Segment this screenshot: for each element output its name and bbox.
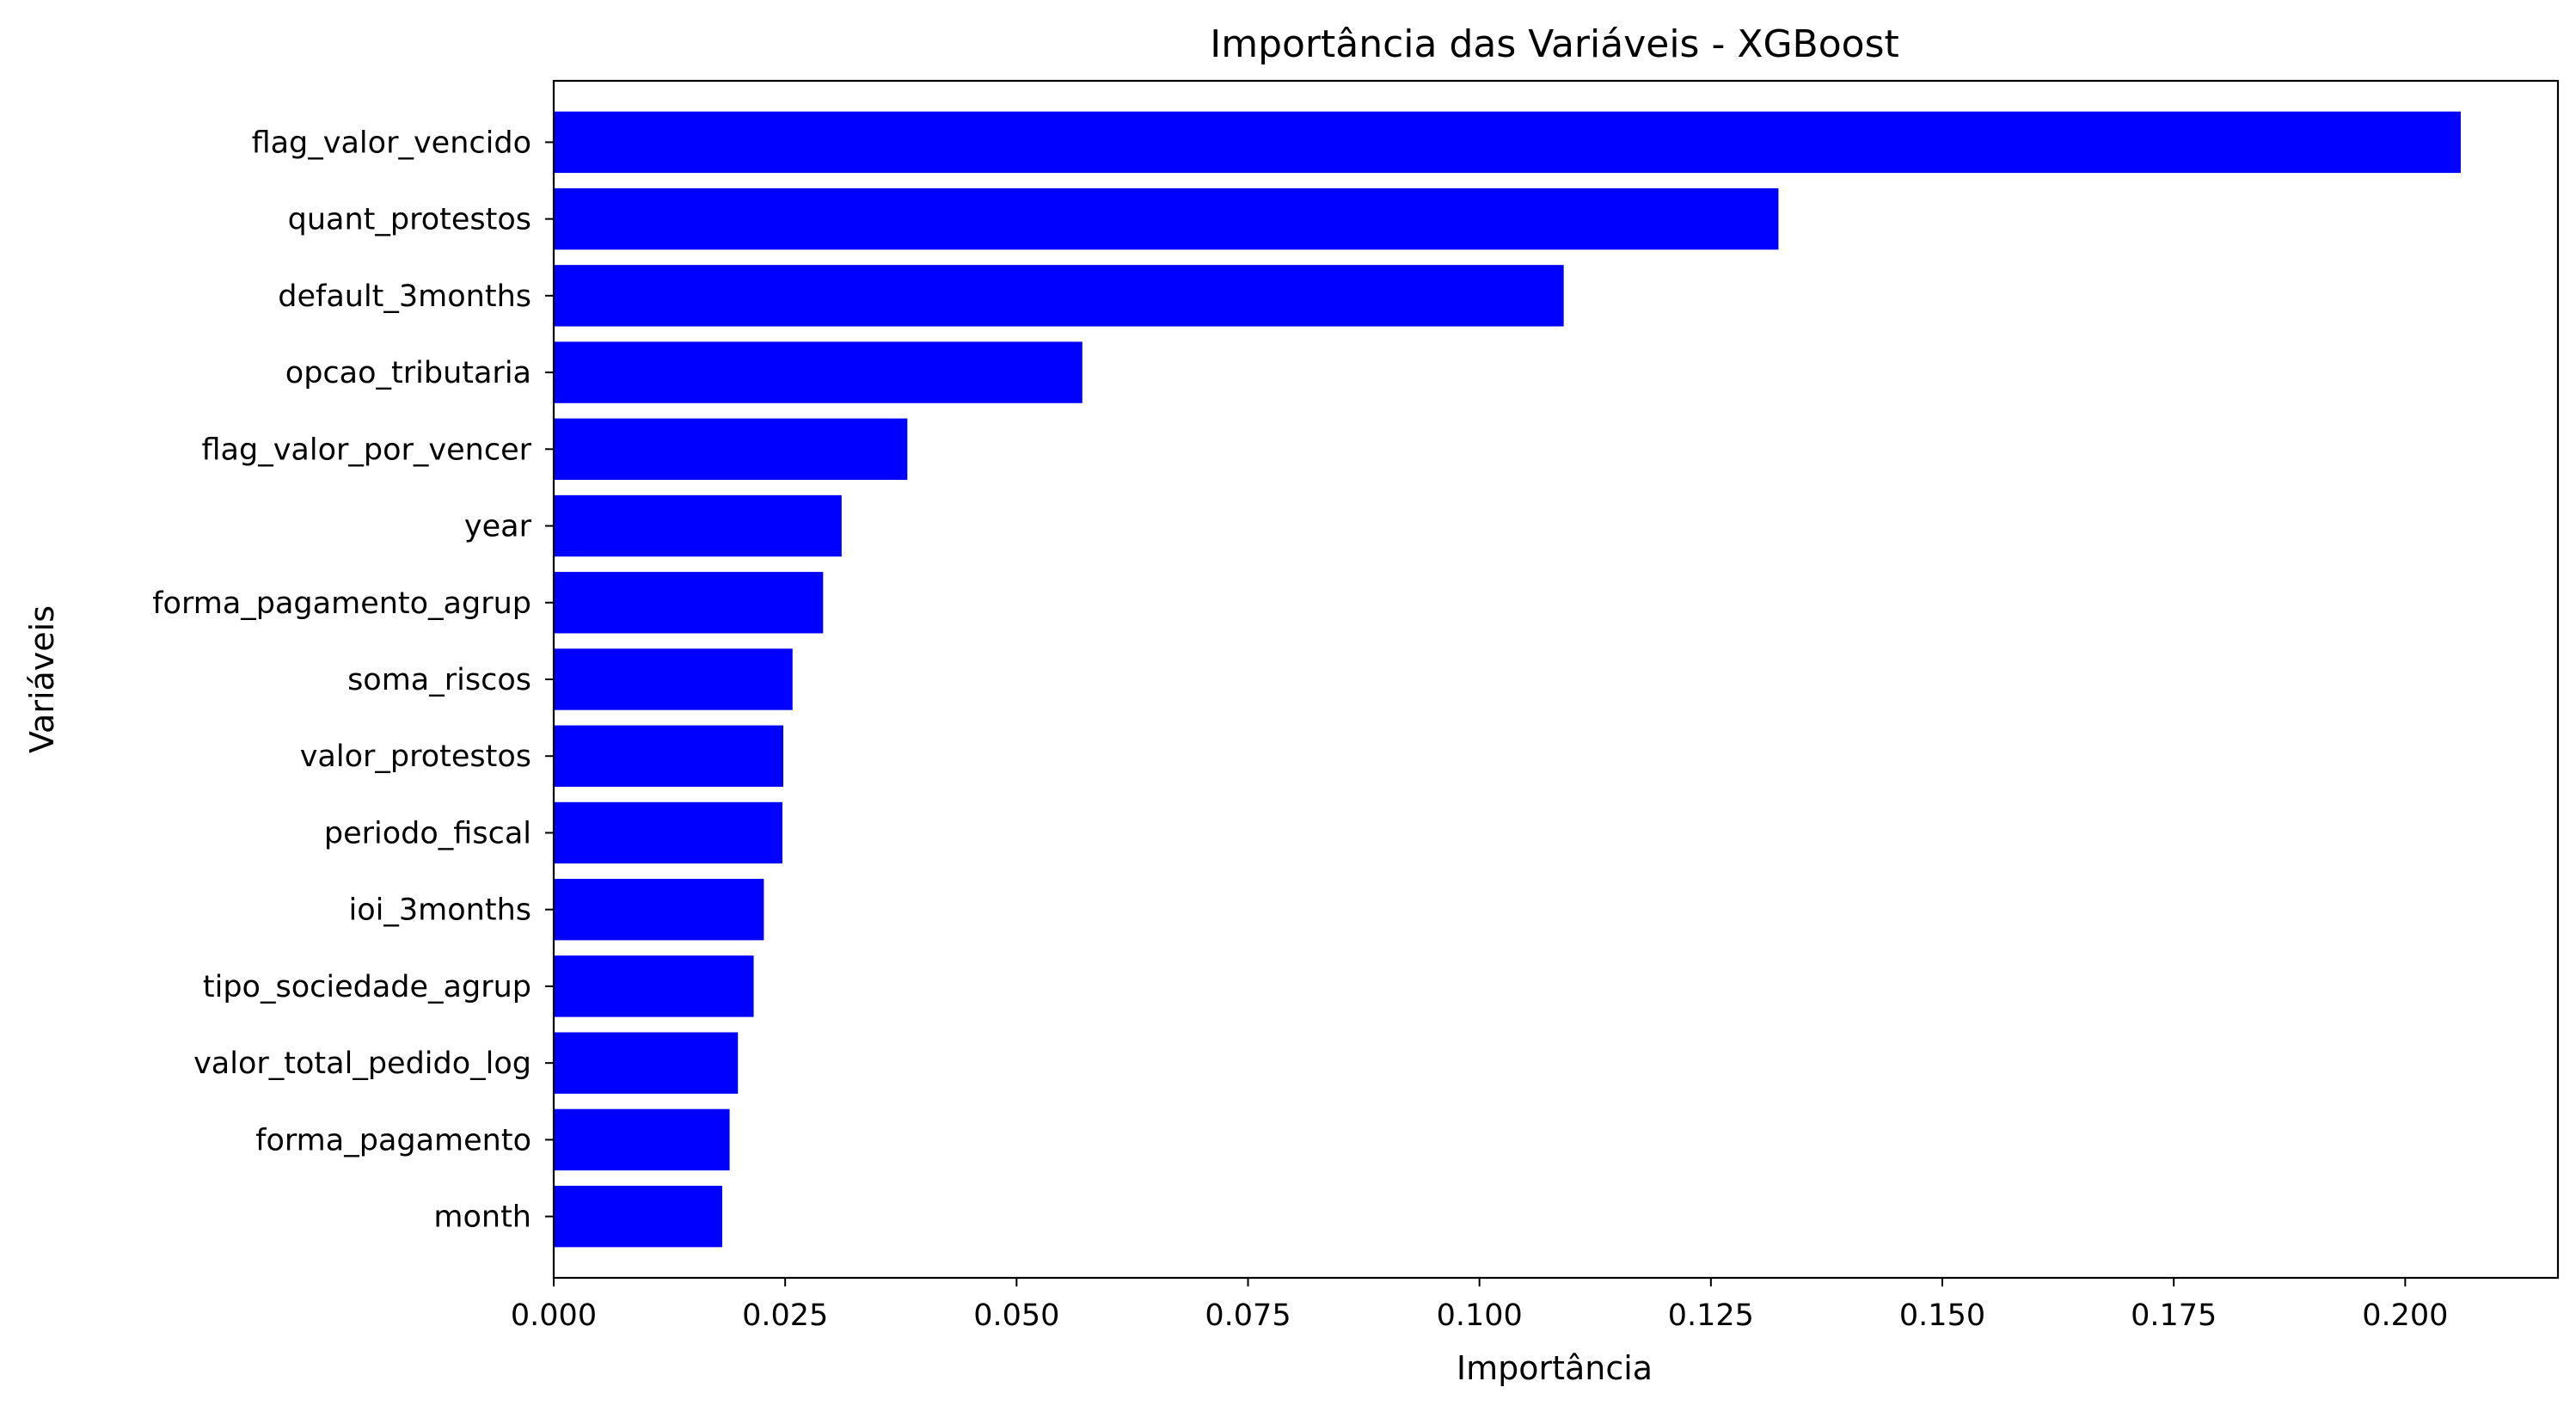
y-tick-label: year	[464, 510, 532, 544]
bar-opcao_tributaria	[554, 341, 1083, 403]
y-tick-label: forma_pagamento	[255, 1123, 531, 1157]
y-tick-label: tipo_sociedade_agrup	[203, 970, 531, 1004]
x-axis-ticks: 0.000 0.025 0.050 0.075 0.100 0.125 0.150 0.175…	[511, 1278, 2448, 1333]
x-tick-label: 0.150	[1899, 1298, 1985, 1333]
bar-year	[554, 494, 842, 557]
y-tick-label: valor_protestos	[300, 740, 531, 774]
y-axis-ticks: flag_valor_vencido quant_protestosdefault…	[152, 126, 554, 1235]
x-tick-label: 0.175	[2131, 1298, 2217, 1333]
chart-title: Importância das Variáveis - XGBoost	[1210, 22, 1899, 66]
y-tick-label: periodo_fiscal	[324, 816, 531, 850]
bar-valor_total_pedido_log	[554, 1032, 739, 1094]
y-tick-label: flag_valor_vencido	[252, 126, 531, 160]
bars-layer	[554, 111, 2461, 1248]
y-tick-label: ioi_3months	[349, 893, 531, 928]
bar-default_3months	[554, 265, 1564, 327]
bar-tipo_sociedade_agrup	[554, 955, 754, 1017]
x-tick-label: 0.050	[973, 1298, 1059, 1333]
bar-valor_protestos	[554, 725, 784, 787]
bar-forma_pagamento_agrup	[554, 572, 824, 634]
bar-month	[554, 1185, 722, 1248]
x-tick-label: 0.125	[1668, 1298, 1754, 1333]
x-tick-label: 0.100	[1437, 1298, 1523, 1333]
bar-flag_valor_vencido	[554, 111, 2461, 174]
y-tick-label: quant_protestos	[288, 203, 531, 237]
plot-frame	[552, 79, 2560, 1280]
y-tick-label: forma_pagamento_agrup	[152, 586, 531, 621]
y-tick-label: flag_valor_por_vencer	[201, 433, 531, 467]
y-tick-label: valor_total_pedido_log	[193, 1047, 531, 1081]
y-axis-label: Variáveis	[23, 605, 61, 753]
x-tick-label: 0.075	[1205, 1298, 1291, 1333]
bar-soma_riscos	[554, 648, 793, 710]
y-tick-label: default_3months	[278, 279, 531, 314]
bar-forma_pagamento	[554, 1108, 730, 1171]
bar-quant_protestos	[554, 187, 1779, 250]
x-tick-label: 0.000	[511, 1298, 597, 1333]
bar-periodo_fiscal	[554, 801, 782, 864]
y-tick-label: opcao_tributaria	[285, 356, 531, 390]
bar-flag_valor_por_vencer	[554, 418, 908, 480]
y-tick-label: soma_riscos	[347, 663, 531, 697]
x-axis-label: Importância	[1457, 1349, 1653, 1387]
x-tick-label: 0.025	[742, 1298, 828, 1333]
bar-ioi_3months	[554, 879, 764, 941]
y-tick-label: month	[433, 1200, 531, 1235]
x-tick-label: 0.200	[2362, 1298, 2448, 1333]
